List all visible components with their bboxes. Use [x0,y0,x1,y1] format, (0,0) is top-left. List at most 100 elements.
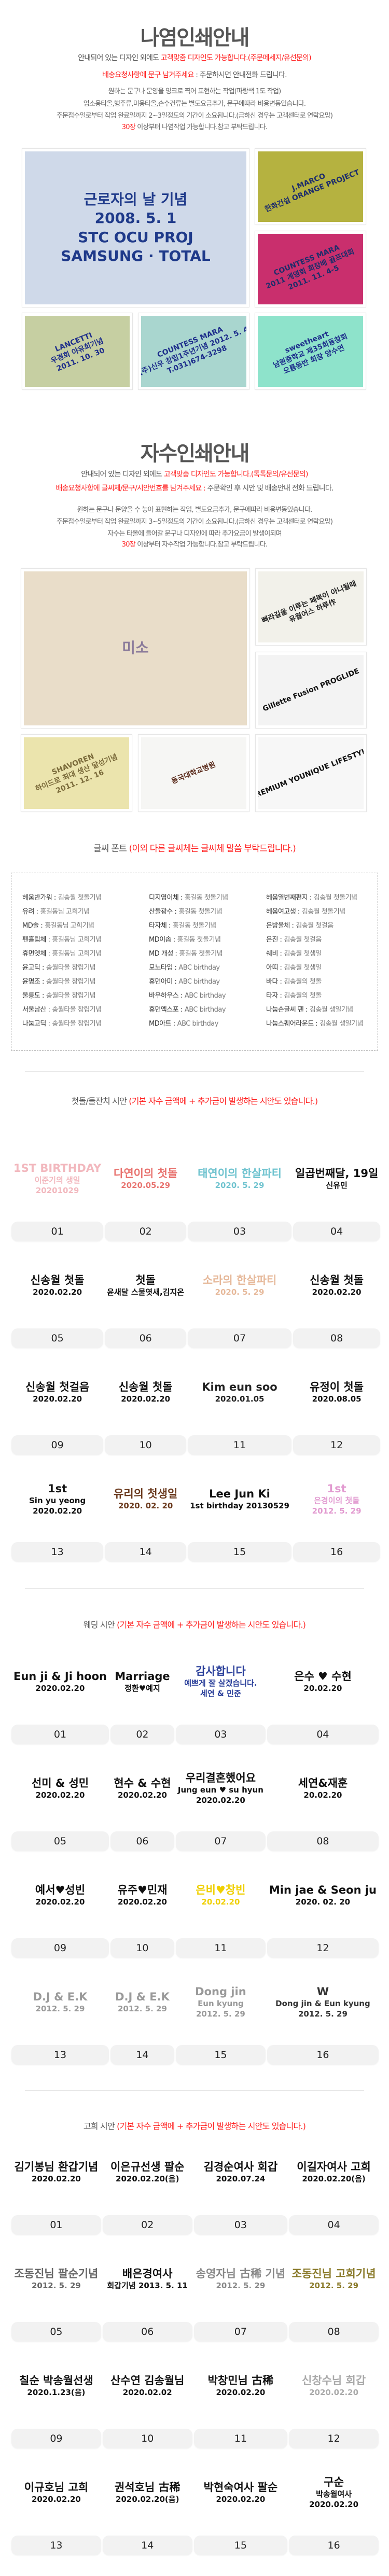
design-option[interactable]: 첫돌 윤새달 스물엿새,김지온 06 [105,1242,187,1349]
design-number-label[interactable]: 06 [102,2322,192,2342]
design-number-label[interactable]: 11 [175,1938,266,1958]
design-option[interactable]: 신송월 첫돌 2020.02.20 08 [293,1242,381,1349]
design-preview[interactable]: D.J & E.K 2012. 5. 29 [11,1959,109,2045]
design-option[interactable]: 1ST BIRTHDAY 이준기의 생일 20201029 01 [11,1136,104,1242]
design-number-label[interactable]: 04 [293,1222,381,1241]
design-option[interactable]: 일곱번째달, 19일 신유민 04 [293,1136,381,1242]
design-option[interactable]: 세연&재훈 20.02.20 08 [267,1745,379,1852]
design-option[interactable]: Min jae & Seon ju 2020. 02. 20 12 [267,1852,379,1959]
design-preview[interactable]: Eun ji & Ji hoon 2020.02.20 [11,1639,109,1725]
design-number-label[interactable]: 13 [11,2045,109,2065]
design-number-label[interactable]: 10 [110,1938,174,1958]
design-number-label[interactable]: 01 [11,1725,109,1744]
design-option[interactable]: 조동진님 팔순기념 2012. 5. 29 05 [11,2236,101,2343]
design-number-label[interactable]: 08 [293,1328,381,1348]
design-number-label[interactable]: 11 [193,2429,288,2448]
design-number-label[interactable]: 07 [188,1328,291,1348]
design-preview[interactable]: 칠순 박송월선생 2020.1.23(음) [11,2343,101,2429]
design-preview[interactable]: 우리결혼했어요 Jung eun ♥ su hyun 2020.02.20 [176,1745,266,1831]
design-option[interactable]: W Dong jin & Eun kyung 2012. 5. 29 16 [267,1959,379,2066]
design-number-label[interactable]: 15 [175,2045,266,2065]
design-option[interactable]: 유리의 첫생일 2020. 02. 20 14 [105,1456,187,1563]
design-number-label[interactable]: 12 [293,1435,381,1455]
design-option[interactable]: 이길자여사 고희 2020.02.20(음) 04 [289,2129,379,2236]
design-number-label[interactable]: 15 [193,2536,288,2555]
design-preview[interactable]: 이은규선생 팔순 2020.02.20(음) [103,2129,192,2215]
design-number-label[interactable]: 02 [105,1222,187,1241]
design-option[interactable]: 이은규선생 팔순 2020.02.20(음) 02 [102,2129,192,2236]
design-number-label[interactable]: 04 [267,1725,379,1744]
design-preview[interactable]: 신송월 첫돌 2020.02.20 [11,1242,103,1328]
design-option[interactable]: Lee Jun Ki 1st birthday 20130529 15 [188,1456,291,1563]
design-option[interactable]: 박현숙여사 팔순 2020.02.20 15 [193,2449,288,2556]
design-option[interactable]: 선미 & 성민 2020.02.20 05 [11,1745,109,1852]
design-number-label[interactable]: 08 [289,2322,379,2342]
design-preview[interactable]: 유정이 첫돌 2020.08.05 [293,1349,380,1435]
design-preview[interactable]: 현수 & 수현 2020.02.20 [110,1745,174,1831]
design-number-label[interactable]: 14 [105,1542,187,1562]
design-option[interactable]: 유정이 첫돌 2020.08.05 12 [293,1349,381,1456]
design-option[interactable]: 조동진님 고희기념 2012. 5. 29 08 [289,2236,379,2343]
design-number-label[interactable]: 03 [175,1725,266,1744]
design-option[interactable]: 신송월 첫돌 2020.02.20 10 [105,1349,187,1456]
design-preview[interactable]: 김기봉님 환갑기념 2020.02.20 [11,2129,101,2215]
design-preview[interactable]: 선미 & 성민 2020.02.20 [11,1745,109,1831]
design-preview[interactable]: 감사합니다 예쁘게 잘 살겠습니다. 세연 & 민준 [176,1639,266,1725]
design-option[interactable]: 우리결혼했어요 Jung eun ♥ su hyun 2020.02.20 07 [175,1745,266,1852]
design-preview[interactable]: 유리의 첫생일 2020. 02. 20 [105,1456,186,1542]
design-option[interactable]: 현수 & 수현 2020.02.20 06 [110,1745,174,1852]
design-option[interactable]: 박창민님 古稀 2020.02.20 11 [193,2343,288,2449]
design-number-label[interactable]: 16 [289,2536,379,2555]
design-option[interactable]: Marriage 정환♥예지 02 [110,1639,174,1745]
design-number-label[interactable]: 10 [105,1435,187,1455]
design-number-label[interactable]: 16 [267,2045,379,2065]
design-preview[interactable]: 세연&재훈 20.02.20 [267,1745,379,1831]
design-option[interactable]: Eun ji & Ji hoon 2020.02.20 01 [11,1639,109,1745]
design-preview[interactable]: 예서♥성빈 2020.02.20 [11,1852,109,1938]
design-preview[interactable]: 산수연 김송월님 2020.02.02 [103,2343,192,2429]
design-option[interactable]: 김경순여사 회갑 2020.07.24 03 [193,2129,288,2236]
design-preview[interactable]: D.J & E.K 2012. 5. 29 [110,1959,174,2045]
design-option[interactable]: 태연이의 한살파티 2020. 5. 29 03 [188,1136,291,1242]
design-preview[interactable]: 신송월 첫돌 2020.02.20 [105,1349,186,1435]
design-number-label[interactable]: 01 [11,2215,101,2235]
design-option[interactable]: D.J & E.K 2012. 5. 29 14 [110,1959,174,2066]
design-number-label[interactable]: 09 [11,1435,104,1455]
design-option[interactable]: 1st 은경이의 첫돌 2012. 5. 29 16 [293,1456,381,1563]
design-number-label[interactable]: 12 [267,1938,379,1958]
design-option[interactable]: 산수연 김송월님 2020.02.02 10 [102,2343,192,2449]
design-option[interactable]: 유주♥민재 2020.02.20 10 [110,1852,174,1959]
design-preview[interactable]: W Dong jin & Eun kyung 2012. 5. 29 [267,1959,379,2045]
design-number-label[interactable]: 07 [175,1831,266,1851]
design-option[interactable]: 권석호님 古稀 2020.02.20(음) 14 [102,2449,192,2556]
design-preview[interactable]: 신송월 첫걸음 2020.02.20 [11,1349,103,1435]
design-option[interactable]: 은수 ♥ 수현 20.02.20 04 [267,1639,379,1745]
design-preview[interactable]: Lee Jun Ki 1st birthday 20130529 [188,1456,291,1542]
design-option[interactable]: 소라의 한살파티 2020. 5. 29 07 [188,1242,291,1349]
design-number-label[interactable]: 05 [11,2322,101,2342]
design-option[interactable]: 구순 박송월여사 2020.02.20 16 [289,2449,379,2556]
design-preview[interactable]: 태연이의 한살파티 2020. 5. 29 [188,1136,291,1222]
design-number-label[interactable]: 05 [11,1328,104,1348]
design-preview[interactable]: 1st Sin yu yeong 2020.02.20 [11,1456,103,1542]
design-option[interactable]: Kim eun soo 2020.01.05 11 [188,1349,291,1456]
design-preview[interactable]: 신송월 첫돌 2020.02.20 [293,1242,380,1328]
design-number-label[interactable]: 09 [11,1938,109,1958]
design-option[interactable]: 1st Sin yu yeong 2020.02.20 13 [11,1456,104,1563]
design-number-label[interactable]: 05 [11,1831,109,1851]
design-number-label[interactable]: 12 [289,2429,379,2448]
design-preview[interactable]: 일곱번째달, 19일 신유민 [293,1136,380,1222]
design-preview[interactable]: 이규호님 고희 2020.02.20 [11,2449,101,2536]
design-option[interactable]: 김기봉님 환갑기념 2020.02.20 01 [11,2129,101,2236]
design-number-label[interactable]: 02 [110,1725,174,1744]
design-preview[interactable]: 권석호님 古稀 2020.02.20(음) [103,2449,192,2536]
design-preview[interactable]: 박현숙여사 팔순 2020.02.20 [194,2449,288,2536]
design-number-label[interactable]: 01 [11,1222,104,1241]
design-number-label[interactable]: 11 [188,1435,291,1455]
design-preview[interactable]: 조동진님 고희기념 2012. 5. 29 [289,2236,379,2322]
design-preview[interactable]: 신창수님 회갑 2020.02.20 [289,2343,379,2429]
design-option[interactable]: 칠순 박송월선생 2020.1.23(음) 09 [11,2343,101,2449]
design-number-label[interactable]: 15 [188,1542,291,1562]
design-option[interactable]: 감사합니다 예쁘게 잘 살겠습니다. 세연 & 민준 03 [175,1639,266,1745]
design-option[interactable]: 예서♥성빈 2020.02.20 09 [11,1852,109,1959]
